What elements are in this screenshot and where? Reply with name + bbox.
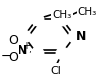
Text: +: + bbox=[22, 41, 30, 51]
Text: N: N bbox=[76, 30, 86, 43]
Text: CH₃: CH₃ bbox=[78, 7, 97, 17]
Text: −: − bbox=[1, 50, 12, 63]
Text: O: O bbox=[8, 51, 18, 63]
Text: CH₃: CH₃ bbox=[52, 10, 72, 20]
Text: Cl: Cl bbox=[51, 66, 62, 76]
Text: N: N bbox=[17, 44, 27, 57]
Text: O: O bbox=[8, 34, 18, 47]
